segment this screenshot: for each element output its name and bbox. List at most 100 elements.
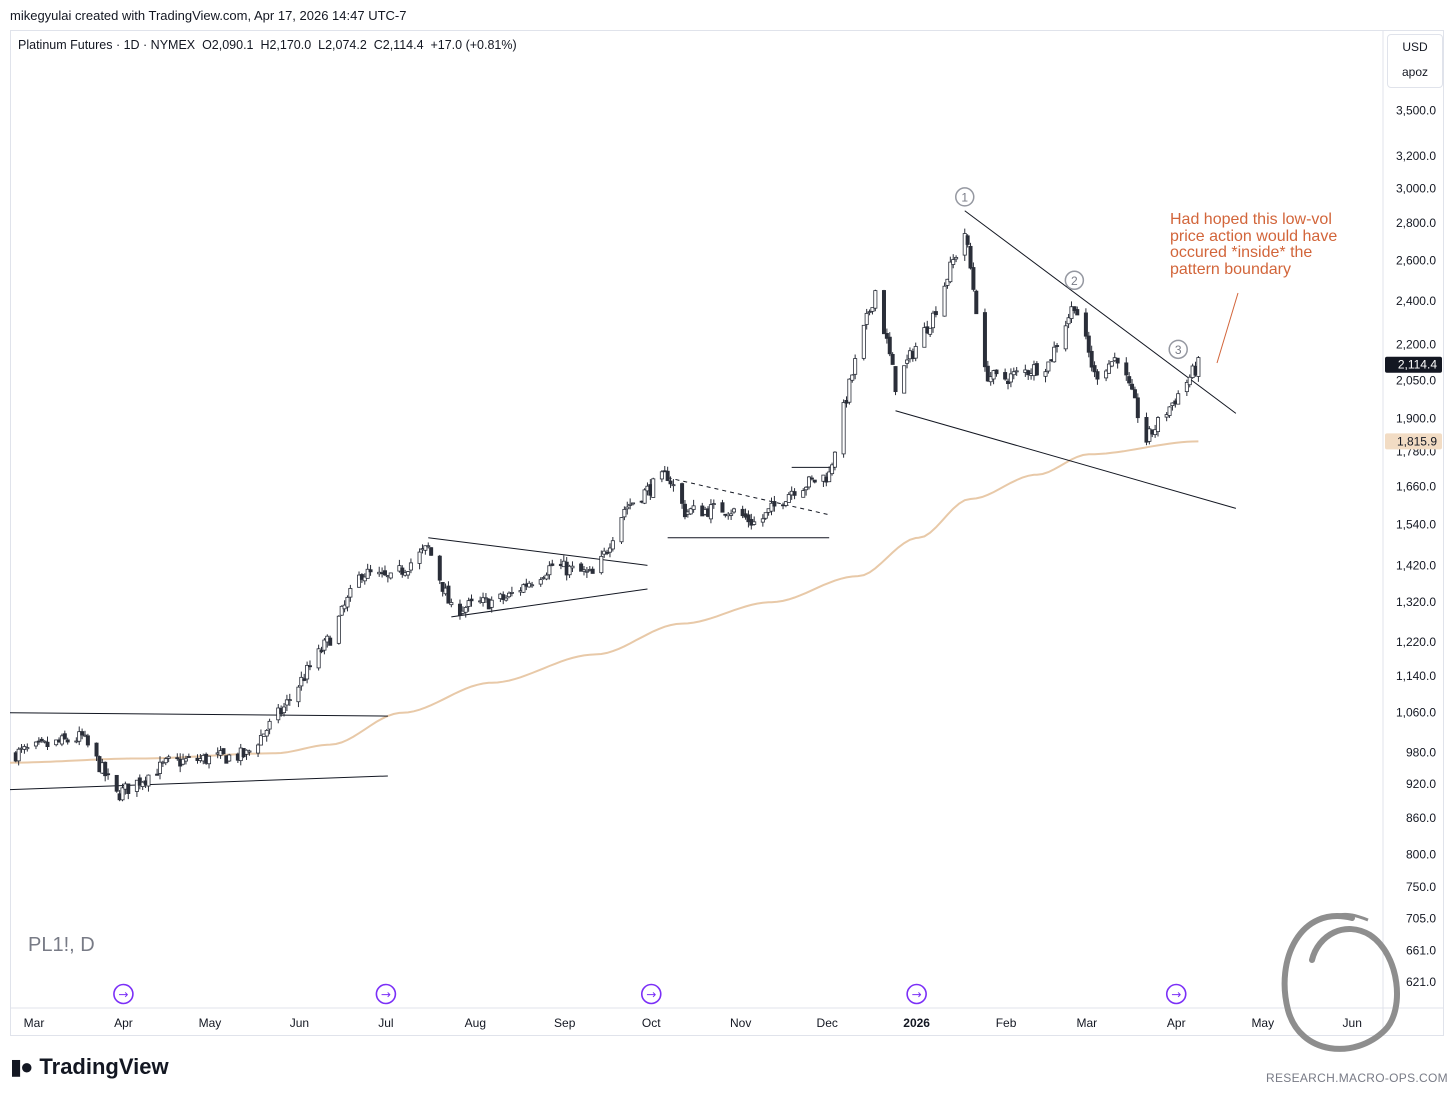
candle-down [1089, 350, 1094, 368]
candle-up [54, 739, 59, 746]
chart-frame [10, 30, 1444, 1036]
trendline[interactable] [895, 410, 1237, 509]
candle-up [305, 665, 310, 680]
wave-label-circle[interactable] [1064, 270, 1085, 291]
x-tick-label: Apr [114, 1016, 133, 1030]
wave-label-circle[interactable] [1168, 339, 1188, 360]
candle-up [622, 509, 627, 518]
candle-up [483, 597, 488, 600]
candle-down [85, 735, 90, 746]
candle-up [861, 324, 866, 359]
candle-up [691, 505, 696, 510]
candle-up [521, 584, 526, 593]
x-tick-label: Aug [465, 1016, 486, 1030]
candle-down [893, 366, 898, 393]
y-tick-label: 1,900.0 [1396, 412, 1436, 426]
y-tick-label: 1,320.0 [1396, 595, 1436, 609]
candle-up [466, 600, 471, 607]
candle-up [902, 365, 907, 394]
candle-down [429, 547, 434, 556]
candle-up [582, 569, 587, 572]
x-tick-label: Mar [24, 1016, 45, 1030]
candle-down [884, 333, 889, 339]
currency-label[interactable]: USD [1402, 40, 1428, 54]
trendline[interactable] [667, 477, 830, 516]
candle-up [786, 494, 791, 503]
candle-down [400, 567, 405, 575]
candle-up [322, 639, 327, 651]
candle-up [146, 774, 151, 787]
candle-down [740, 508, 745, 517]
trendline[interactable] [451, 588, 648, 618]
tradingview-logo: ▮● TradingView [10, 1054, 169, 1080]
candle-up [336, 615, 341, 644]
trendline[interactable] [428, 537, 648, 566]
candle-up [345, 596, 350, 608]
candle-up [931, 312, 936, 329]
y-tick-label: 750.0 [1406, 880, 1436, 894]
candle-up [449, 602, 454, 606]
candle-up [258, 735, 263, 746]
wave-label-circle[interactable] [955, 187, 975, 207]
candle-up [731, 508, 736, 513]
candle-down [809, 477, 814, 480]
trendline[interactable] [9, 712, 388, 717]
candle-up [530, 584, 535, 587]
wave-label: 3 [1175, 343, 1182, 357]
candle-up [59, 735, 64, 745]
candle-up [1153, 429, 1158, 436]
candle-down [792, 491, 797, 496]
candle-up [256, 744, 261, 754]
event-marker-icon[interactable] [906, 983, 927, 1005]
candle-up [1011, 371, 1016, 376]
candle-up [1147, 428, 1152, 442]
candle-down [881, 290, 886, 335]
x-tick-label: 2026 [903, 1016, 930, 1030]
candle-up [348, 588, 353, 598]
candle-down [114, 774, 119, 792]
candle-up [16, 748, 21, 762]
y-tick-label: 3,500.0 [1396, 104, 1436, 118]
ma-price-badge-bg [1385, 433, 1442, 450]
candle-up [426, 545, 431, 548]
candle-up [1106, 363, 1111, 374]
candle-down [890, 354, 895, 365]
candle-up [207, 755, 212, 765]
candle-up [316, 648, 321, 669]
candle-down [974, 290, 979, 315]
candle-up [671, 484, 676, 487]
x-tick-label: Sep [554, 1016, 576, 1030]
x-tick-label: Jun [290, 1016, 309, 1030]
candle-up [659, 471, 664, 480]
event-marker-icon[interactable] [113, 983, 134, 1005]
event-marker-icon[interactable] [640, 983, 662, 1005]
y-tick-label: 1,140.0 [1396, 669, 1436, 683]
candle-up [339, 605, 344, 616]
candle-up [227, 754, 232, 762]
trendline[interactable] [9, 775, 388, 791]
candle-down [80, 731, 85, 736]
candle-up [832, 451, 837, 468]
candle-down [812, 479, 817, 483]
candle-down [665, 470, 670, 481]
currency-selector[interactable]: USD apoz [1387, 34, 1443, 88]
last-price-badge: 2,114.4 [1398, 358, 1437, 372]
candle-up [1043, 371, 1048, 377]
scale-label[interactable]: apoz [1401, 65, 1429, 79]
y-tick-label: 621.0 [1406, 975, 1436, 989]
event-marker-icon[interactable] [375, 983, 397, 1005]
source-label: RESEARCH.MACRO-OPS.COM [1266, 1071, 1448, 1085]
candle-up [763, 512, 768, 519]
candle-down [590, 568, 595, 574]
symbol-watermark: PL1!, D [28, 934, 95, 956]
candle-up [365, 568, 370, 579]
candle-down [1026, 370, 1031, 376]
candle-down [1124, 362, 1129, 376]
candle-down [720, 502, 725, 513]
candle-up [140, 781, 145, 788]
event-arrow-icon: → [118, 988, 128, 1002]
event-marker-icon[interactable] [1165, 983, 1187, 1005]
candle-up [1176, 393, 1181, 405]
candle-down [1115, 357, 1120, 364]
